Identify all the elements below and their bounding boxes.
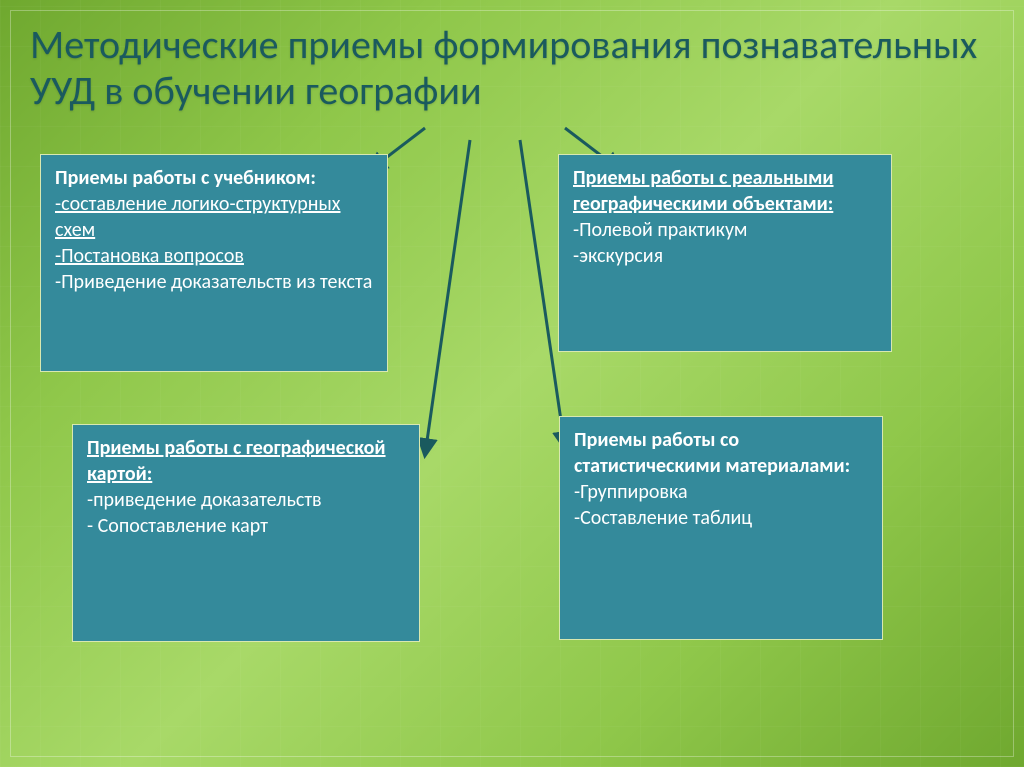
box-heading: Приемы работы с реальными географическим…	[573, 166, 834, 216]
box-bottom_right: Приемы работы со статистическими материа…	[559, 416, 883, 640]
box-heading: Приемы работы с географической картой:	[87, 436, 386, 486]
box-item: -приведение доказательств	[87, 487, 405, 513]
box-bottom_left: Приемы работы с географической картой:-п…	[72, 424, 420, 642]
box-heading: Приемы работы с учебником:	[55, 166, 316, 190]
box-item: -Составление таблиц	[574, 505, 868, 531]
box-item: -Постановка вопросов	[55, 243, 373, 269]
box-item: -Полевой практикум	[573, 217, 877, 243]
box-item: - Сопоставление карт	[87, 513, 405, 539]
box-item: -составление логико-структурных схем	[55, 191, 373, 243]
box-top_right: Приемы работы с реальными географическим…	[558, 154, 892, 352]
box-item: -Группировка	[574, 479, 868, 505]
box-top_left: Приемы работы с учебником:-составление л…	[40, 154, 388, 372]
slide-title: Методические приемы формирования познава…	[30, 22, 994, 114]
box-heading: Приемы работы со статистическими материа…	[574, 428, 850, 478]
box-item: -Приведение доказательств из текста	[55, 269, 373, 295]
box-item: -экскурсия	[573, 243, 877, 269]
slide-background	[0, 0, 1024, 767]
